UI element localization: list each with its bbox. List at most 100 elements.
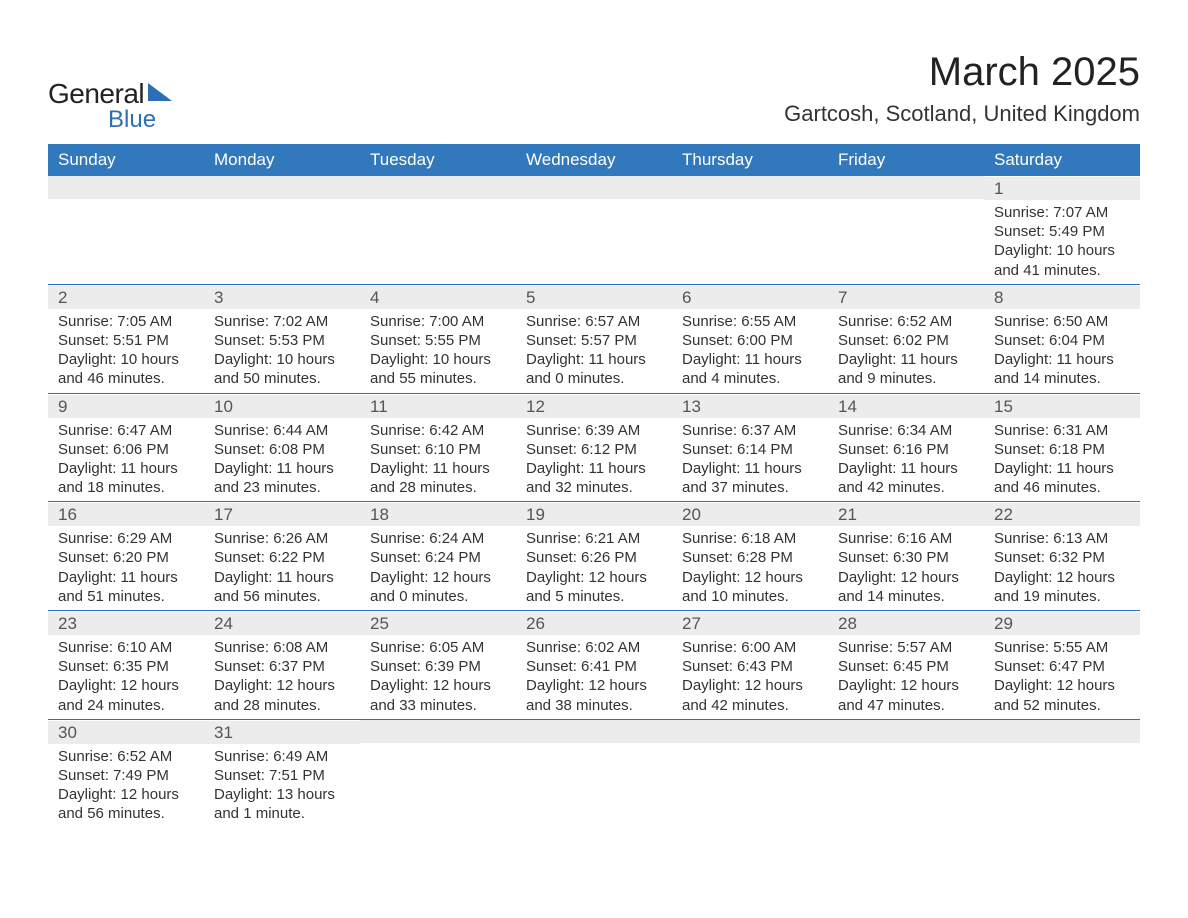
day-number: 3 [204, 285, 360, 309]
calendar-cell: 13 [672, 394, 828, 418]
daylight-text-2: and 18 minutes. [58, 478, 204, 497]
calendar-cell [672, 176, 828, 200]
calendar-cell: 17 [204, 502, 360, 526]
daylight-text-1: Daylight: 11 hours [526, 459, 672, 478]
calendar-body: 1 Sunrise: 7:07 AMSunset: 5:49 PM Daylight… [48, 176, 1140, 828]
calendar-cell: Sunrise: 6:39 AMSunset: 6:12 PMDaylight:… [516, 418, 672, 502]
calendar-cell [516, 200, 672, 284]
day-number: 29 [984, 611, 1140, 635]
month-title: March 2025 [784, 50, 1140, 95]
calendar-cell: 21 [828, 502, 984, 526]
sunset-text: Sunset: 6:16 PM [838, 440, 984, 459]
day-details [672, 200, 828, 278]
sunset-text: Sunset: 5:49 PM [994, 222, 1140, 241]
sunset-text: Sunset: 7:49 PM [58, 766, 204, 785]
calendar-cell: Sunrise: 6:02 AMSunset: 6:41 PMDaylight:… [516, 635, 672, 719]
sunset-text: Sunset: 6:30 PM [838, 548, 984, 567]
sunrise-text: Sunrise: 6:00 AM [682, 638, 828, 657]
day-details: Sunrise: 7:00 AMSunset: 5:55 PMDaylight:… [360, 309, 516, 393]
daylight-text-2: and 9 minutes. [838, 369, 984, 388]
calendar-cell: Sunrise: 6:34 AMSunset: 6:16 PMDaylight:… [828, 418, 984, 502]
calendar-cell [516, 720, 672, 744]
daylight-text-2: and 32 minutes. [526, 478, 672, 497]
day-details: Sunrise: 5:55 AMSunset: 6:47 PMDaylight:… [984, 635, 1140, 719]
day-details [672, 744, 828, 822]
calendar-cell: Sunrise: 6:24 AMSunset: 6:24 PMDaylight:… [360, 526, 516, 610]
sunrise-text: Sunrise: 6:24 AM [370, 529, 516, 548]
calendar-cell: 11 [360, 394, 516, 418]
day-details: Sunrise: 6:08 AMSunset: 6:37 PMDaylight:… [204, 635, 360, 719]
weekday-header: Monday [204, 144, 360, 176]
sunrise-text: Sunrise: 6:52 AM [838, 312, 984, 331]
sunrise-text: Sunrise: 6:13 AM [994, 529, 1140, 548]
calendar-cell: 22 [984, 502, 1140, 526]
day-number: 22 [984, 502, 1140, 526]
day-number: 20 [672, 502, 828, 526]
calendar-cell: Sunrise: 6:57 AMSunset: 5:57 PMDaylight:… [516, 309, 672, 393]
daylight-text-2: and 37 minutes. [682, 478, 828, 497]
day-number: 12 [516, 394, 672, 418]
empty-day-bar [984, 720, 1140, 743]
sunrise-text: Sunrise: 6:18 AM [682, 529, 828, 548]
sunset-text: Sunset: 6:12 PM [526, 440, 672, 459]
calendar-cell: Sunrise: 6:49 AMSunset: 7:51 PMDaylight:… [204, 744, 360, 828]
title-block: March 2025 Gartcosh, Scotland, United Ki… [784, 50, 1140, 127]
location-subtitle: Gartcosh, Scotland, United Kingdom [784, 101, 1140, 127]
day-details: Sunrise: 6:21 AMSunset: 6:26 PMDaylight:… [516, 526, 672, 610]
calendar-daynum-row: 9101112131415 [48, 393, 1140, 418]
calendar-cell: Sunrise: 7:02 AMSunset: 5:53 PMDaylight:… [204, 309, 360, 393]
daylight-text-2: and 55 minutes. [370, 369, 516, 388]
calendar-cell [48, 200, 204, 284]
day-number: 5 [516, 285, 672, 309]
calendar-content-row: Sunrise: 6:52 AMSunset: 7:49 PMDaylight:… [48, 744, 1140, 828]
day-number: 11 [360, 394, 516, 418]
empty-day-bar [516, 176, 672, 199]
daylight-text-1: Daylight: 12 hours [994, 568, 1140, 587]
day-number: 1 [984, 176, 1140, 200]
day-number: 24 [204, 611, 360, 635]
sunrise-text: Sunrise: 5:55 AM [994, 638, 1140, 657]
calendar-cell: Sunrise: 6:00 AMSunset: 6:43 PMDaylight:… [672, 635, 828, 719]
sunset-text: Sunset: 6:32 PM [994, 548, 1140, 567]
sunrise-text: Sunrise: 6:21 AM [526, 529, 672, 548]
calendar-header-row: SundayMondayTuesdayWednesdayThursdayFrid… [48, 144, 1140, 176]
daylight-text-1: Daylight: 12 hours [526, 568, 672, 587]
daylight-text-1: Daylight: 11 hours [214, 459, 360, 478]
sunrise-text: Sunrise: 6:16 AM [838, 529, 984, 548]
calendar-cell: Sunrise: 6:52 AMSunset: 7:49 PMDaylight:… [48, 744, 204, 828]
daylight-text-2: and 10 minutes. [682, 587, 828, 606]
daylight-text-1: Daylight: 12 hours [214, 676, 360, 695]
sunset-text: Sunset: 6:22 PM [214, 548, 360, 567]
sunrise-text: Sunrise: 6:31 AM [994, 421, 1140, 440]
daylight-text-1: Daylight: 12 hours [58, 676, 204, 695]
daylight-text-1: Daylight: 10 hours [370, 350, 516, 369]
calendar-cell: 30 [48, 720, 204, 744]
day-details: Sunrise: 6:39 AMSunset: 6:12 PMDaylight:… [516, 418, 672, 502]
daylight-text-1: Daylight: 10 hours [214, 350, 360, 369]
calendar-cell: Sunrise: 6:18 AMSunset: 6:28 PMDaylight:… [672, 526, 828, 610]
day-details: Sunrise: 6:57 AMSunset: 5:57 PMDaylight:… [516, 309, 672, 393]
sunrise-text: Sunrise: 6:34 AM [838, 421, 984, 440]
daylight-text-2: and 46 minutes. [58, 369, 204, 388]
sunrise-text: Sunrise: 6:26 AM [214, 529, 360, 548]
calendar-cell: 16 [48, 502, 204, 526]
sunset-text: Sunset: 6:47 PM [994, 657, 1140, 676]
calendar-cell: 12 [516, 394, 672, 418]
sunset-text: Sunset: 6:18 PM [994, 440, 1140, 459]
sunrise-text: Sunrise: 7:07 AM [994, 203, 1140, 222]
calendar-cell [672, 720, 828, 744]
day-number: 15 [984, 394, 1140, 418]
calendar-cell [984, 744, 1140, 828]
sunset-text: Sunset: 5:51 PM [58, 331, 204, 350]
day-details: Sunrise: 6:13 AMSunset: 6:32 PMDaylight:… [984, 526, 1140, 610]
empty-day-bar [828, 720, 984, 743]
daylight-text-1: Daylight: 11 hours [58, 459, 204, 478]
calendar-content-row: Sunrise: 6:47 AMSunset: 6:06 PMDaylight:… [48, 418, 1140, 502]
day-details: Sunrise: 6:10 AMSunset: 6:35 PMDaylight:… [48, 635, 204, 719]
calendar-cell: 31 [204, 720, 360, 744]
day-number: 8 [984, 285, 1140, 309]
weekday-header: Saturday [984, 144, 1140, 176]
sunset-text: Sunset: 6:45 PM [838, 657, 984, 676]
day-number: 2 [48, 285, 204, 309]
day-details: Sunrise: 6:49 AMSunset: 7:51 PMDaylight:… [204, 744, 360, 828]
